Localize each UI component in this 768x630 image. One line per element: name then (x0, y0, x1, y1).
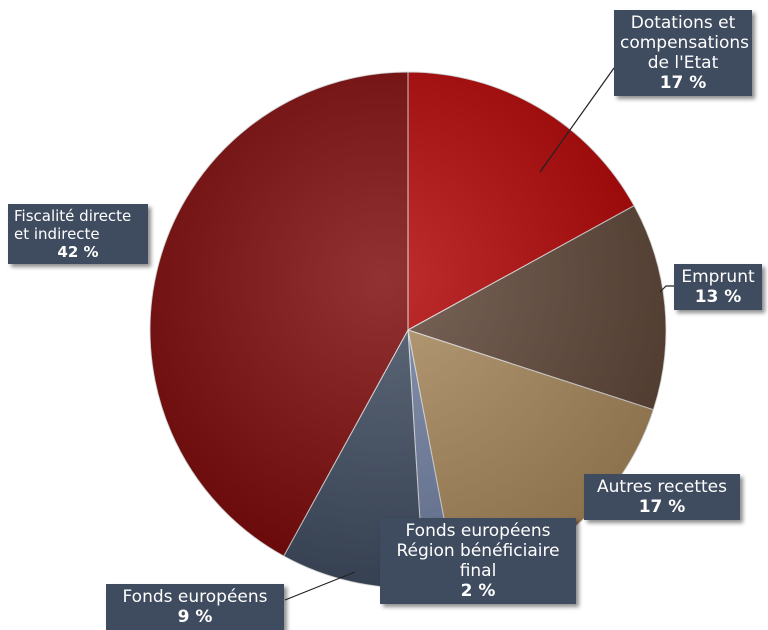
leader-line-fonds (284, 571, 356, 601)
label-autres-name: Autres recettes (597, 477, 727, 497)
label-fonds-pct: 9 % (177, 607, 213, 627)
label-dotations-pct: 17 % (659, 73, 707, 93)
label-fonds-name: Fonds européens (122, 587, 268, 607)
label-emprunt-pct: 13 % (694, 287, 742, 307)
label-emprunt-name: Emprunt (681, 267, 755, 287)
label-fiscalite: Fiscalité directe et indirecte 42 % (8, 204, 148, 264)
label-fiscalite-name: Fiscalité directe et indirecte (14, 207, 132, 243)
label-dotations: Dotations et compensations de l'Etat 17 … (614, 10, 752, 96)
label-fiscalite-pct: 42 % (57, 243, 99, 261)
label-autres: Autres recettes 17 % (584, 474, 740, 520)
label-fonds: Fonds européens 9 % (106, 584, 284, 630)
label-autres-pct: 17 % (638, 497, 686, 517)
label-emprunt: Emprunt 13 % (674, 264, 762, 310)
label-fonds-region-pct: 2 % (460, 581, 496, 601)
leader-line-dotations (539, 67, 615, 173)
leader-line-emprunt (659, 285, 675, 293)
label-fonds-region-name: Fonds européens Région bénéficiaire fina… (396, 521, 560, 581)
label-dotations-name: Dotations et compensations de l'Etat (620, 13, 750, 73)
label-fonds-region: Fonds européens Région bénéficiaire fina… (380, 518, 576, 604)
